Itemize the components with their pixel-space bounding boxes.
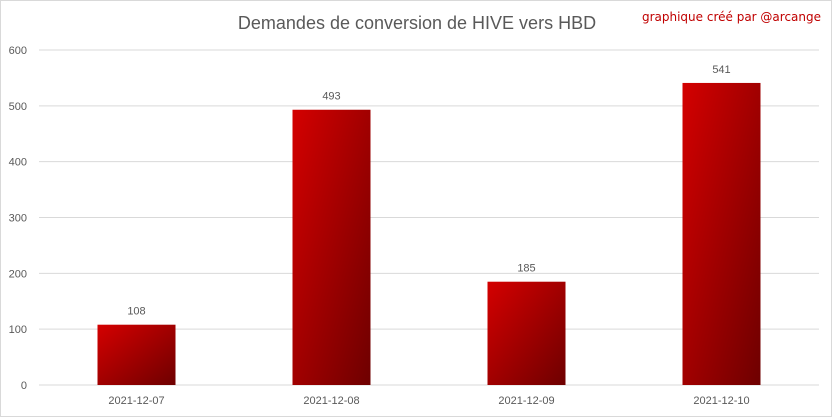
x-tick-label: 2021-12-10 [693, 395, 749, 407]
y-tick-label: 300 [9, 213, 27, 225]
y-tick-label: 500 [9, 101, 27, 113]
y-tick-label: 0 [21, 380, 27, 392]
y-axis-ticks: 0 100 200 300 400 500 600 [9, 45, 27, 392]
bar-2021-12-09 [487, 281, 566, 385]
bar-2021-12-08 [292, 109, 371, 385]
y-tick-label: 600 [9, 45, 27, 57]
chart-title: Demandes de conversion de HIVE vers HBD [237, 13, 597, 33]
x-tick-label: 2021-12-09 [498, 395, 554, 407]
y-tick-label: 200 [9, 268, 27, 280]
data-label-2021-12-07: 108 [127, 306, 145, 318]
x-tick-label: 2021-12-07 [108, 395, 164, 407]
bars [97, 82, 761, 386]
bar-2021-12-10 [682, 82, 761, 386]
data-labels: 108 493 185 541 [127, 64, 730, 318]
chart-credit: graphique créé par @arcange [641, 10, 821, 24]
x-tick-label: 2021-12-08 [303, 395, 359, 407]
y-tick-label: 400 [9, 157, 27, 169]
bar-2021-12-07 [97, 324, 176, 385]
x-axis-ticks: 2021-12-07 2021-12-08 2021-12-09 2021-12-10 [108, 395, 749, 407]
data-label-2021-12-09: 185 [517, 263, 535, 275]
data-label-2021-12-10: 541 [712, 64, 730, 76]
y-tick-label: 100 [9, 324, 27, 336]
data-label-2021-12-08: 493 [322, 91, 340, 103]
